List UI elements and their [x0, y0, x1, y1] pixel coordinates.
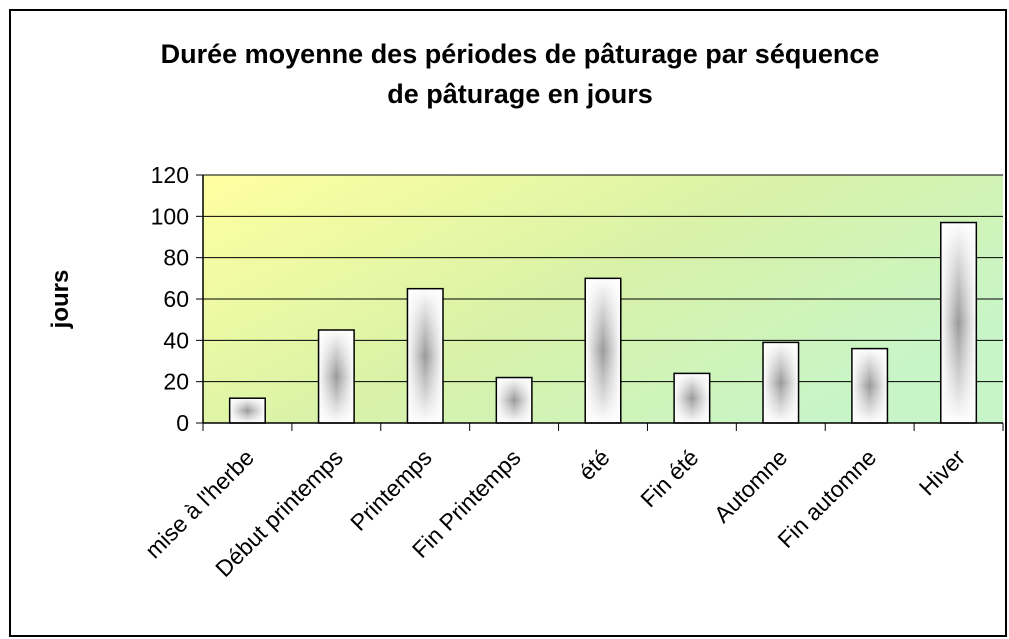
bar [317, 329, 355, 424]
bar [673, 372, 711, 424]
y-tick-label: 40 [163, 327, 189, 353]
bar [406, 287, 444, 424]
bar-shape [673, 372, 711, 424]
bar [228, 397, 266, 424]
bar-shape [317, 329, 355, 424]
bar [584, 277, 622, 424]
y-tick-label: 120 [151, 162, 189, 188]
bar-shape [851, 347, 889, 424]
bar-shape [406, 287, 444, 424]
y-tick-label: 60 [163, 286, 189, 312]
bar-shape [940, 221, 978, 424]
bar-shape [584, 277, 622, 424]
y-tick-label: 100 [151, 203, 189, 229]
y-tick-label: 0 [176, 410, 189, 436]
y-tick-label: 80 [163, 245, 189, 271]
bar [940, 221, 978, 424]
bar [762, 341, 800, 424]
bar-shape [228, 397, 266, 424]
chart-title: Durée moyenne des périodes de pâturage p… [160, 39, 880, 109]
bar [851, 347, 889, 424]
bar-shape [495, 376, 533, 424]
bar [495, 376, 533, 424]
bar-shape [762, 341, 800, 424]
y-axis-label: jours [47, 270, 74, 330]
y-tick-label: 20 [163, 369, 189, 395]
